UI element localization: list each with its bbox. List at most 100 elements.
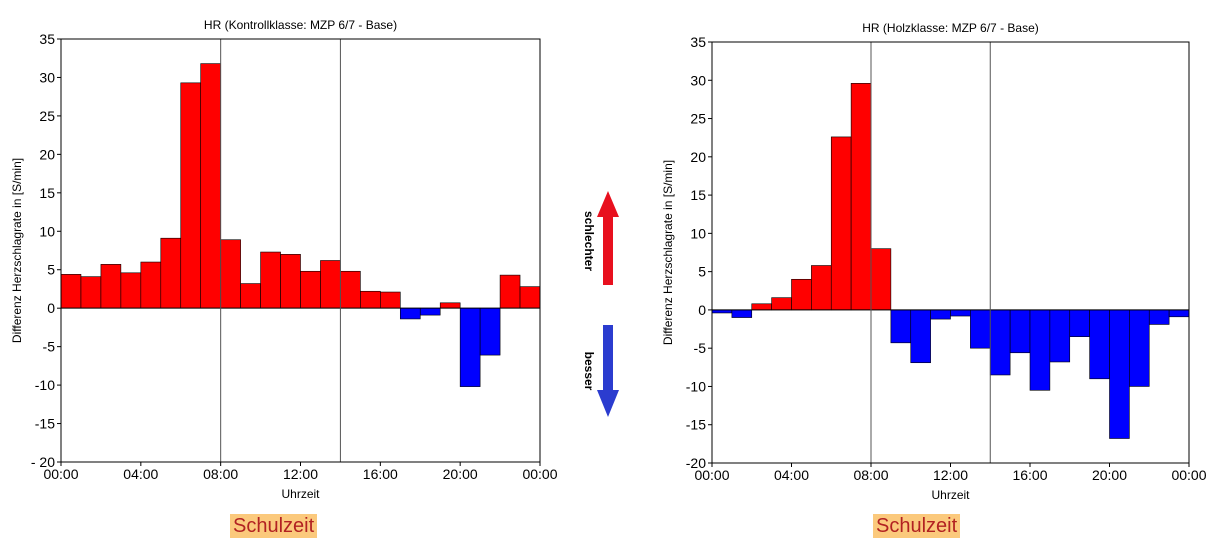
bar [120,272,142,309]
x-axis-label: Uhrzeit [281,487,320,501]
bar [380,291,401,309]
bar [459,307,481,387]
bar [200,63,221,309]
bar [240,283,261,309]
bar [1129,309,1150,387]
bar [731,309,753,318]
bar [989,309,1011,376]
y-tick-label: -15 [35,416,55,432]
bar [519,286,541,309]
y-tick-label: 30 [690,72,706,88]
legend-better-label: besser [582,352,596,391]
x-tick-label: 00:00 [694,467,729,483]
bar [160,237,182,309]
y-tick-label: 5 [47,262,55,278]
bar [1069,309,1090,337]
x-tick-label: 00:00 [43,466,78,482]
bar [300,270,321,309]
x-tick-label: 16:00 [363,466,398,482]
bar [1009,309,1031,354]
y-tick-label: -10 [686,378,706,394]
bar [320,260,341,309]
y-tick-label: 35 [690,34,706,50]
bar [1168,309,1190,318]
y-tick-label: -20 [686,455,706,471]
y-tick-label: 30 [39,69,55,85]
bar [220,239,241,309]
annotation-schulzeit-left: Schulzeit [230,514,318,538]
y-tick-label: 0 [47,300,55,316]
bar [910,309,931,364]
plot-frame [60,38,541,463]
y-tick-label: 10 [39,223,55,239]
bar [1089,309,1110,380]
y-tick-label: -5 [43,339,56,355]
bar [399,307,421,320]
x-tick-label: 12:00 [283,466,318,482]
bar [791,278,812,311]
y-tick-label: -5 [694,340,707,356]
bar [950,309,971,317]
bar [340,270,361,309]
chart-kontrollklasse: HR (Kontrollklasse: MZP 6/7 - Base) - 20 -… [10,18,558,501]
x-tick-label: 12:00 [933,467,968,483]
y-tick-label: 25 [39,108,55,124]
chart-title: HR (Holzklasse: MZP 6/7 - Base) [862,21,1039,35]
bar [60,274,82,309]
bar [180,82,202,309]
bar [870,248,892,311]
y-axis-label: Differenz Herzschlagrate in [S/min] [661,160,675,345]
y-tick-label: -10 [35,377,55,393]
bar [419,307,441,316]
bar [850,83,872,311]
x-tick-label: 08:00 [203,466,238,482]
bar [80,276,102,309]
y-tick-label: 15 [690,187,706,203]
x-tick-label: 00:00 [1171,467,1206,483]
bar [479,307,501,356]
bar [751,303,772,311]
legend-arrows: schlechter besser [582,191,619,417]
y-tick-label: 25 [690,111,706,127]
x-tick-label: 20:00 [1092,467,1127,483]
chart-holzklasse: HR (Holzklasse: MZP 6/7 - Base) -20 -15 -10… [661,21,1207,502]
bar [970,309,991,349]
bar [260,251,281,309]
bar [1109,309,1130,439]
bar [771,297,792,311]
bar [830,136,852,311]
bar [1148,309,1170,325]
bar [280,254,301,309]
y-tick-label: 35 [39,31,55,47]
x-tick-label: 08:00 [853,467,888,483]
x-tick-label: 00:00 [522,466,557,482]
y-tick-label: - 20 [31,454,55,470]
y-axis-label: Differenz Herzschlagrate in [S/min] [10,158,24,343]
bar [360,290,381,309]
legend-worse-label: schlechter [582,211,596,271]
arrow-up-icon [597,191,619,285]
bar [439,302,461,309]
y-tick-label: 15 [39,185,55,201]
bar [140,261,162,309]
y-tick-label: 0 [698,302,706,318]
x-tick-label: 04:00 [123,466,158,482]
x-axis-label: Uhrzeit [931,488,970,502]
x-tick-label: 16:00 [1012,467,1047,483]
y-tick-label: 20 [690,149,706,165]
y-tick-label: 5 [698,264,706,280]
y-tick-label: -15 [686,417,706,433]
chart-title: HR (Kontrollklasse: MZP 6/7 - Base) [204,18,397,32]
y-tick-label: 10 [690,225,706,241]
annotation-schulzeit-right: Schulzeit [873,514,961,538]
bar [930,309,951,320]
bar [811,265,832,311]
y-tick-label: 20 [39,146,55,162]
x-tick-label: 04:00 [774,467,809,483]
x-tick-label: 20:00 [443,466,478,482]
bar [100,264,122,309]
bar [1029,309,1051,391]
bar [1049,309,1071,363]
bar [499,274,521,309]
arrow-down-icon [597,325,619,417]
